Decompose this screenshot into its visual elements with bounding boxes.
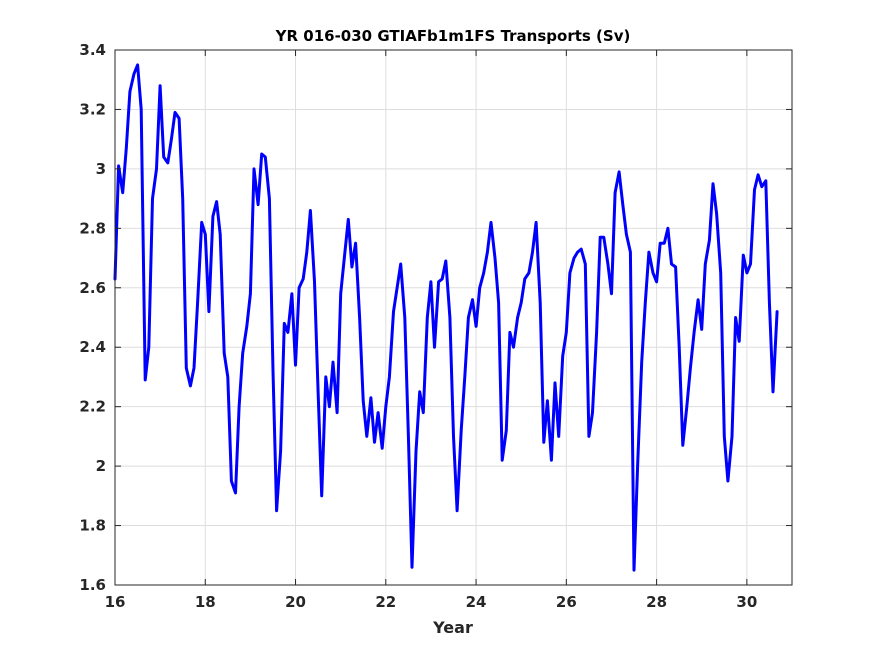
axis-ticks [114,49,792,586]
series-layer [113,63,779,572]
chart-title: YR 016-030 GTIAFb1m1FS Transports (Sv) [275,27,631,45]
y-tick-label: 3 [96,160,106,178]
transport-series-line [113,63,779,572]
x-tick-label: 30 [736,593,757,611]
x-axis-label: Year [432,618,473,637]
x-tick-label: 28 [646,593,667,611]
x-tick-labels: 16 18 20 22 24 26 28 30 [105,593,758,611]
x-tick-label: 22 [375,593,396,611]
y-tick-label: 2 [96,457,106,475]
y-tick-labels: 1.6 1.8 2 2.2 2.4 2.6 2.8 3 3.2 3.4 [79,41,106,594]
x-tick-label: 20 [285,593,306,611]
y-tick-label: 2.8 [79,219,106,237]
x-tick-label: 18 [195,593,216,611]
y-tick-label: 2.2 [79,398,106,416]
plot-frame [114,49,793,586]
x-tick-label: 26 [556,593,577,611]
y-tick-label: 3.4 [79,41,106,59]
x-tick-label: 24 [466,593,487,611]
y-tick-label: 1.6 [79,576,106,594]
y-tick-label: 3.2 [79,100,106,118]
y-tick-label: 2.4 [79,338,106,356]
x-tick-label: 16 [105,593,126,611]
grid-lines [114,49,792,586]
y-tick-label: 1.8 [79,517,106,535]
y-tick-label: 2.6 [79,279,106,297]
